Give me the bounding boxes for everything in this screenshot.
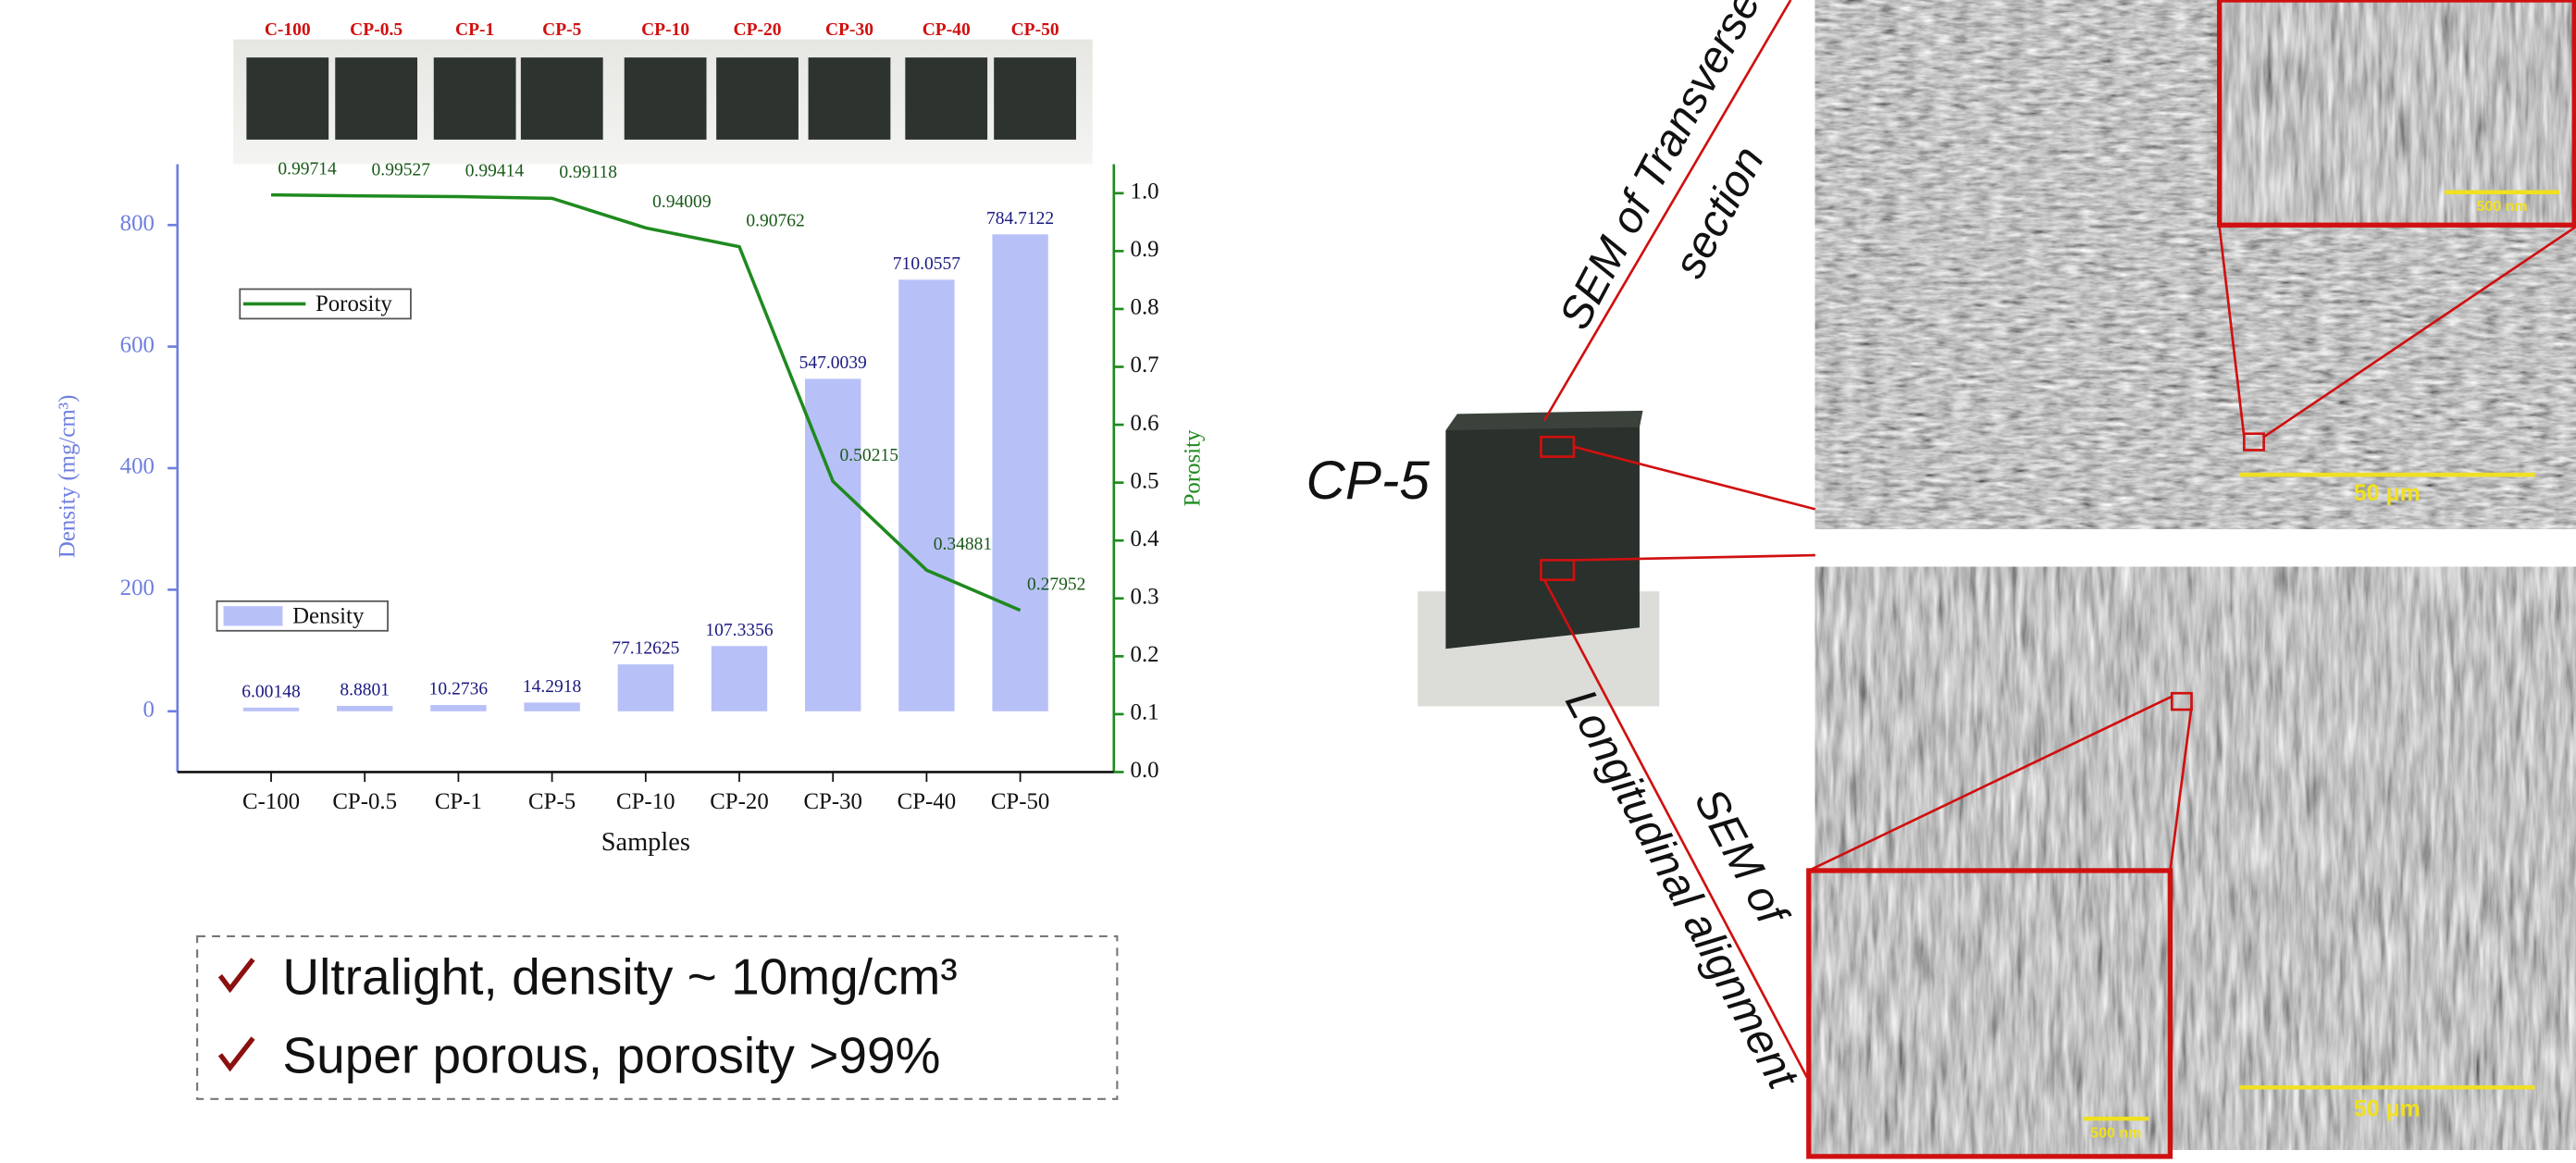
scale-label: 500 nm [2090,1125,2141,1141]
scale-label: 50 μm [2354,481,2421,506]
sample-cubes: C-100 CP-0.5 CP-1 CP-5 CP-10 CP-20 CP-30 CP-40 C… [246,20,1076,140]
bar [992,234,1047,711]
sample-label: CP-5 [1307,451,1430,511]
data-label: 784.7122 [986,209,1054,229]
data-label: 0.94009 [652,192,711,212]
bar [243,708,299,711]
y2-tick-label: 0.6 [1131,411,1159,436]
data-label: 0.50215 [840,446,898,465]
data-label: 710.0557 [893,254,960,274]
data-label: 547.0039 [799,353,867,373]
y-tick-label: 400 [120,454,155,479]
sample-photo-label: CP-50 [1011,20,1059,40]
bar [618,664,674,711]
data-label: 6.00148 [242,682,301,701]
y2-tick-label: 0.8 [1131,295,1159,320]
sample-cube [434,57,516,140]
bar [430,705,486,711]
bar [524,702,579,711]
x-tick-label: CP-20 [710,789,769,814]
check-icon [220,959,254,989]
x-tick-label: C-100 [242,789,300,814]
y2-tick-label: 0.3 [1131,584,1159,609]
x-tick-label: CP-40 [898,789,957,814]
sample-photo-label: CP-30 [825,20,873,40]
sample-photo-label: CP-1 [455,20,494,40]
sample-photo-label: CP-20 [734,20,782,40]
x-tick-label: CP-5 [528,789,576,814]
y2-tick-label: 0.2 [1131,642,1159,667]
chart: 0 200 400 600 800 0.0 0.1 0.2 0.3 0.4 0.5 0.6 0.7 0.8… [55,159,1205,857]
data-label: 0.99414 [465,161,525,180]
x-tick-label: CP-1 [435,789,482,814]
y-axis-title: Density (mg/cm³) [55,395,80,559]
bullet-text: Super porous, porosity >99% [282,1027,940,1084]
y2-tick-label: 0.7 [1131,353,1159,377]
data-label: 0.34881 [934,535,992,554]
y2-tick-label: 0.0 [1131,758,1159,783]
y-tick-label: 600 [120,332,155,357]
sample-cube [716,57,799,140]
bar [712,646,767,711]
sample-cube [809,57,891,140]
data-label: 0.27952 [1027,575,1085,594]
x-tick-label: CP-0.5 [332,789,397,814]
y-tick-label: 800 [120,211,155,236]
data-label: 0.99118 [559,163,617,182]
bar [337,706,392,711]
sample-cube [905,57,987,140]
y2-tick-label: 0.4 [1131,526,1160,551]
y-tick-label: 200 [120,575,155,600]
cube-front [1445,414,1640,649]
legend-label: Density [292,603,365,628]
sample-cube [994,57,1076,140]
data-label: 14.2918 [523,677,582,697]
sample-photo-label: CP-10 [641,20,689,40]
sample-cube [625,57,707,140]
legend-label: Porosity [316,291,392,316]
slide: C-100CP-0.5CP-1CP-5CP-10CP-20CP-30CP-40C… [0,0,2576,1163]
y-tick-label: 0 [143,697,155,722]
check-icon [220,1038,254,1068]
sample-cube [335,57,417,140]
sample-photo-label: CP-5 [542,20,582,40]
sample-cube [521,57,603,140]
y2-tick-label: 0.1 [1131,700,1159,725]
y2-axis-title: Porosity [1181,429,1206,506]
sem-inset [1807,871,2172,1158]
scale-label: 50 μm [2354,1097,2421,1122]
data-label: 10.2736 [429,680,489,699]
data-label: 77.12625 [612,639,679,659]
y2-tick-label: 0.5 [1131,468,1159,493]
data-label: 0.99714 [278,159,337,179]
sample-photo-label: C-100 [265,20,311,40]
data-label: 8.8801 [340,680,390,699]
bar [898,279,954,711]
page: {"photo_labels": ["C-100", "CP-0.5", "CP… [0,0,2576,1163]
x-tick-label: CP-30 [803,789,862,814]
x-axis-title: Samples [601,828,690,857]
sample-photo-label: CP-0.5 [350,20,402,40]
bullet-text: Ultralight, density ~ 10mg/cm³ [282,947,957,1005]
x-tick-label: CP-10 [616,789,675,814]
data-label: 0.99527 [372,161,431,180]
sample-photo-label: CP-40 [923,20,971,40]
sample-cube [246,57,328,140]
data-label: 107.3356 [705,621,773,640]
connector [1544,0,1790,421]
legend-swatch [224,606,283,625]
y2-tick-label: 1.0 [1131,179,1159,204]
data-label: 0.90762 [746,211,804,230]
x-tick-label: CP-50 [991,789,1050,814]
y2-tick-label: 0.9 [1131,237,1159,262]
scale-label: 500 nm [2477,199,2528,215]
